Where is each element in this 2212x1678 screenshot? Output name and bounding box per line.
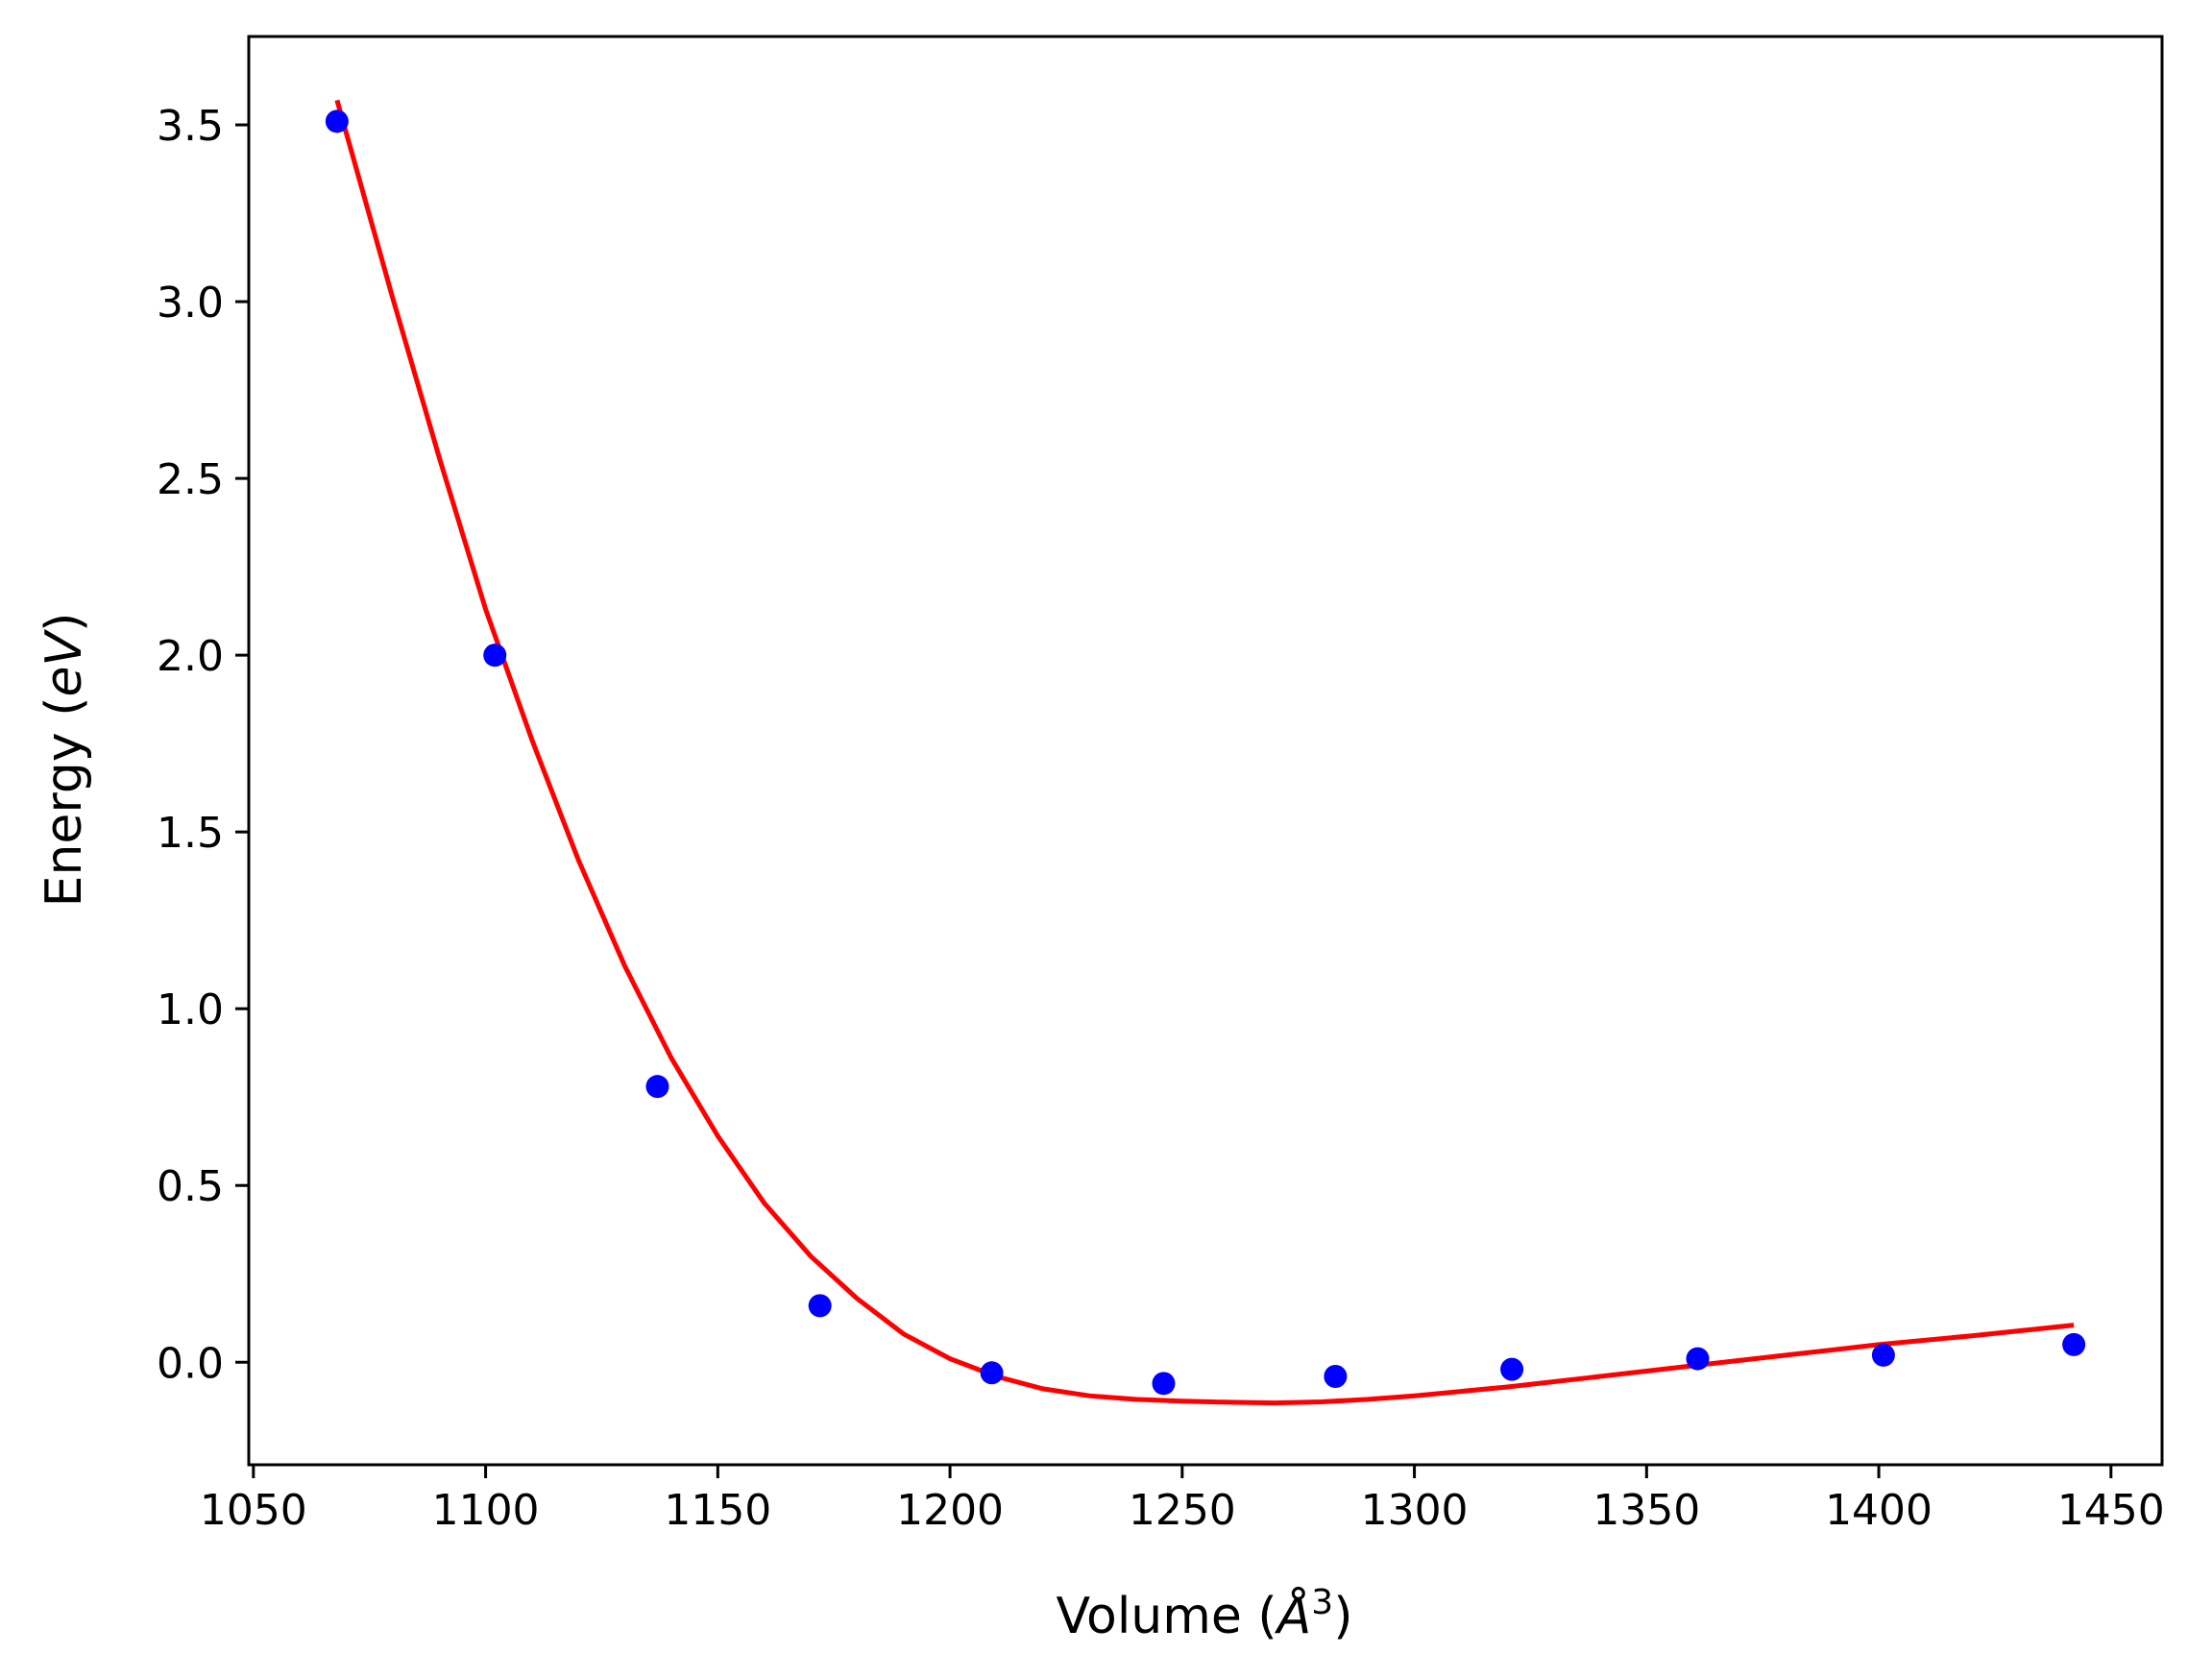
x-tick-label: 1050 [200, 1486, 307, 1535]
x-tick-label: 1250 [1129, 1486, 1236, 1535]
data-point [483, 644, 507, 668]
y-tick-label: 0.0 [157, 1339, 224, 1388]
x-tick-label: 1350 [1592, 1486, 1700, 1535]
y-tick-label: 1.5 [157, 809, 224, 858]
x-axis-label: Volume (Å3) [1057, 1583, 1353, 1645]
y-tick-label: 3.5 [157, 102, 224, 151]
x-tick-label: 1200 [896, 1486, 1004, 1535]
y-tick-label: 1.0 [157, 985, 224, 1034]
y-tick-label: 3.0 [157, 279, 224, 328]
y-axis-label: Energy (eV) [36, 613, 93, 908]
x-tick-label: 1300 [1361, 1486, 1469, 1535]
data-point [1871, 1343, 1895, 1367]
y-tick-label: 0.5 [157, 1162, 224, 1211]
x-tick-label: 1400 [1825, 1486, 1932, 1535]
data-point [1500, 1357, 1524, 1381]
data-point [808, 1294, 832, 1318]
data-point [1686, 1347, 1710, 1371]
series-layer [325, 99, 2086, 1406]
x-tick-label: 1100 [432, 1486, 540, 1535]
fit-curve-line [334, 99, 2075, 1406]
data-point [325, 109, 349, 134]
y-tick-label: 2.0 [157, 632, 224, 681]
plot-frame [247, 35, 2164, 1467]
data-point [645, 1075, 669, 1099]
x-tick-label: 1450 [2057, 1486, 2165, 1535]
x-tick-label: 1150 [664, 1486, 771, 1535]
data-point [1152, 1372, 1176, 1396]
data-point [980, 1361, 1004, 1385]
data-point [2062, 1332, 2086, 1356]
tick-layer: 1050 1100 1150 1200 1250 1300 1350 1400 1450 0.0 0… [157, 102, 2165, 1535]
data-point [1324, 1364, 1348, 1388]
y-tick-label: 2.5 [157, 455, 224, 504]
